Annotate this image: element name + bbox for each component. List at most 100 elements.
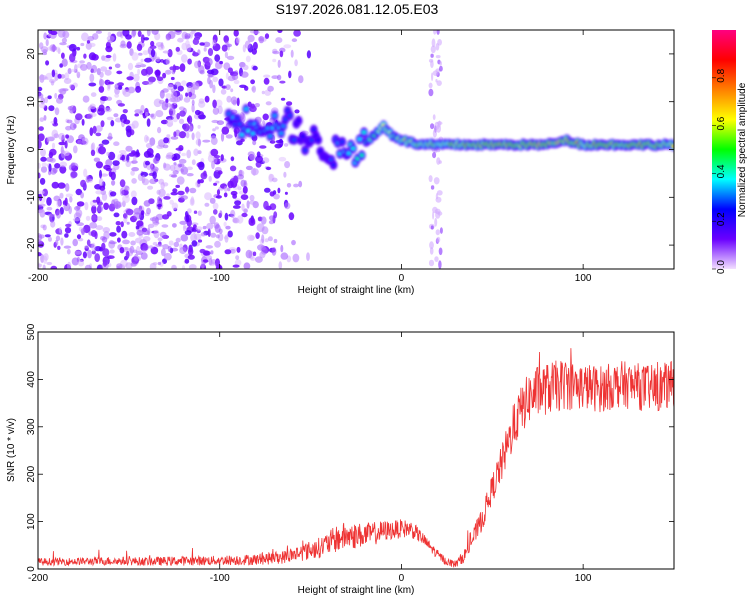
spectrogram-noise-blob (239, 84, 247, 89)
spectrogram-noise-blob (101, 139, 110, 145)
spectrogram-noise-blob (109, 232, 117, 237)
spectrogram-noise-blob (180, 166, 189, 175)
spectrogram-noise-blob (267, 236, 273, 242)
spectrogram-noise-blob (230, 88, 234, 93)
spectrogram-noise-blob (112, 160, 120, 167)
spectrogram-noise-blob (260, 216, 267, 225)
spectrogram-noise-blob (230, 209, 236, 219)
spectrogram-noise-blob (430, 123, 435, 130)
spectrogram-noise-blob (204, 95, 210, 103)
spectrogram-noise-blob (125, 34, 132, 40)
spectrogram-ridge-core (292, 138, 297, 142)
y-tick-label: 500 (26, 323, 37, 340)
spectrogram-noise-blob (271, 75, 279, 79)
spectrogram-noise-blob (234, 129, 238, 138)
spectrogram-noise-blob (212, 84, 216, 94)
spectrogram-noise-blob (108, 239, 116, 249)
spectrogram-noise-blob (435, 229, 440, 236)
spectrogram-noise-blob (240, 179, 246, 187)
spectrogram-noise-blob (157, 261, 162, 266)
spectrogram-noise-blob (100, 66, 108, 72)
spectrogram-noise-blob (125, 160, 131, 168)
spectrogram-noise-blob (56, 199, 61, 208)
spectrogram-ridge-core (340, 140, 345, 144)
spectrogram-noise-blob (104, 107, 112, 113)
spectrogram-noise-blob (433, 177, 440, 185)
spectrogram-noise-blob (97, 205, 104, 213)
spectrogram-noise-blob (88, 42, 96, 48)
colorbar-tick-label: 0.4 (716, 164, 727, 178)
spectrogram-noise-blob (56, 209, 61, 219)
spectrogram-noise-blob (279, 50, 284, 58)
spectrogram-noise-blob (271, 177, 278, 183)
spectrogram-noise-blob (132, 73, 140, 82)
spectrogram-noise-blob (197, 239, 203, 243)
spectrogram-noise-blob (262, 120, 266, 126)
spectrogram-noise-blob (72, 217, 81, 222)
spectrogram-noise-blob (186, 149, 192, 159)
y-tick-label: -10 (26, 190, 37, 205)
spectrogram-noise-blob (127, 62, 134, 71)
spectrogram-noise-blob (263, 200, 269, 210)
spectrogram-noise-blob (138, 249, 147, 253)
spectrogram-noise-blob (53, 117, 58, 125)
spectrogram-noise-blob (225, 225, 231, 230)
spectrogram-noise-blob (53, 133, 60, 139)
spectrogram-noise-blob (144, 112, 149, 117)
spectrogram-noise-blob (159, 141, 164, 148)
spectrogram-noise-blob (214, 155, 221, 159)
spectrogram-noise-blob (431, 72, 434, 81)
y-tick-label: 100 (26, 513, 37, 530)
spectrogram-noise-blob (102, 248, 110, 257)
spectrogram-noise-blob (247, 34, 255, 43)
spectrogram-noise-blob (288, 212, 295, 221)
spectrogram-noise-blob (294, 59, 298, 67)
spectrogram-noise-blob (163, 137, 170, 144)
spectrogram-noise-blob (439, 227, 443, 234)
spectrogram-noise-blob (50, 265, 58, 269)
spectrogram-noise-blob (149, 178, 158, 185)
spectrogram-noise-blob (64, 197, 68, 207)
spectrogram-noise-blob (212, 107, 220, 115)
y-tick-label: 0 (26, 146, 37, 152)
spectrogram-noise-blob (244, 40, 251, 49)
spectrogram-noise-blob (47, 95, 52, 100)
spectrogram-noise-blob (76, 71, 81, 75)
spectrogram-noise-blob (75, 113, 83, 121)
spectrogram-ridge-core (331, 163, 336, 167)
y-tick-label: 20 (26, 48, 37, 60)
spectrogram-noise-blob (122, 239, 130, 245)
spectrogram-noise-blob (439, 61, 443, 66)
spectrogram-noise-blob (243, 208, 248, 213)
spectrogram-noise-blob (91, 142, 96, 151)
spectrogram-noise-blob (178, 118, 185, 125)
spectrogram-noise-blob (59, 88, 67, 95)
y-tick-label: 400 (26, 371, 37, 388)
spectrogram-noise-blob (84, 245, 89, 249)
spectrogram-noise-blob (439, 65, 443, 72)
spectrogram-noise-blob (249, 200, 257, 205)
spectrogram-noise-blob (169, 103, 174, 111)
spectrogram-noise-blob (93, 157, 101, 163)
spectrogram-noise-blob (80, 63, 88, 71)
spectrogram-noise-blob (142, 50, 149, 56)
spectrogram-noise-blob (250, 79, 256, 85)
spectrogram-noise-blob (436, 190, 443, 196)
spectrogram-noise-blob (126, 41, 132, 49)
spectrogram-noise-blob (144, 57, 152, 63)
spectrogram-noise-blob (43, 253, 49, 261)
spectrogram-noise-blob (54, 92, 58, 99)
spectrogram-noise-blob (154, 69, 161, 76)
spectrogram-noise-blob (236, 37, 241, 44)
spectrogram-noise-blob (152, 262, 158, 266)
spectrogram-noise-blob (237, 174, 244, 180)
spectrogram-noise-blob (150, 40, 155, 47)
spectrogram-noise-blob (170, 76, 175, 81)
spectrogram-noise-blob (223, 35, 229, 43)
spectrogram-noise-blob (191, 30, 196, 35)
spectrogram-noise-blob (54, 72, 59, 81)
spectrogram-ridge-core (287, 114, 292, 117)
spectrogram-noise-blob (133, 212, 142, 220)
spectrogram-noise-blob (171, 70, 176, 75)
